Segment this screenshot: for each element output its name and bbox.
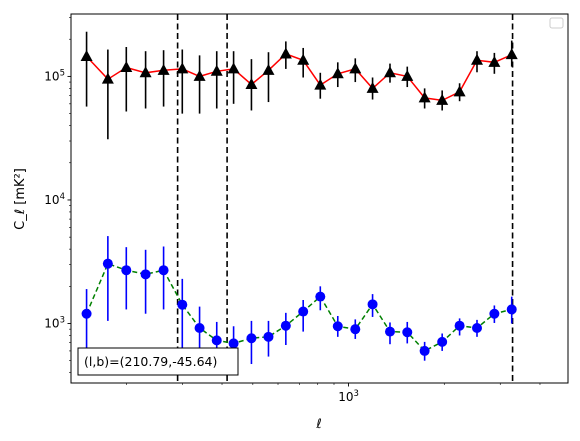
series-2-point-1 — [81, 308, 92, 319]
y-tick-label-1: 103 — [44, 316, 65, 331]
series-1-point-13 — [297, 53, 310, 65]
annotation-text: (l,b)=(210.79,-45.64) — [84, 354, 217, 369]
series-1-point-17 — [366, 81, 379, 93]
series-2-point-6 — [177, 299, 188, 310]
series-1-point-25 — [505, 48, 518, 60]
series-2-point-25 — [506, 304, 517, 315]
series-1-point-22 — [453, 85, 466, 97]
series-1-point-6 — [176, 62, 189, 74]
series-1-point-21 — [436, 93, 449, 105]
series-1-point-2 — [101, 72, 114, 84]
y-tick-label-3: 105 — [44, 68, 65, 83]
series-2-point-13 — [298, 306, 309, 317]
series-1-point-18 — [383, 66, 396, 78]
series-1-point-8 — [210, 64, 223, 76]
series-2-point-16 — [350, 324, 361, 335]
series-1-point-7 — [193, 69, 206, 81]
series-2-point-24 — [489, 308, 500, 319]
series-2-point-19 — [402, 327, 413, 338]
series-2-point-12 — [280, 320, 291, 331]
series-2-point-4 — [140, 269, 151, 280]
series-1-point-16 — [349, 62, 362, 74]
series-1-point-1 — [80, 49, 93, 61]
series-1-point-12 — [279, 47, 292, 59]
x-axis-label: ℓ — [315, 417, 321, 432]
series-2-point-23 — [471, 322, 482, 333]
series-1 — [80, 31, 518, 140]
series-2-point-15 — [332, 321, 343, 332]
series-2-point-17 — [367, 299, 378, 310]
reference-lines — [176, 14, 514, 383]
series-1-point-5 — [157, 63, 170, 75]
series-2-point-10 — [246, 333, 257, 344]
series-2-point-7 — [194, 322, 205, 333]
y-axis-label: C_ℓ [mK²] — [13, 168, 28, 230]
axes: 103 103 104 105 — [44, 17, 541, 404]
series-2-point-3 — [121, 265, 132, 276]
legend-box — [549, 17, 564, 29]
series-1-point-19 — [401, 69, 414, 81]
series-1-point-10 — [245, 78, 258, 90]
y-tick-label-2: 104 — [44, 192, 65, 207]
x-tick-label-1: 103 — [338, 389, 359, 404]
series-1-point-24 — [488, 55, 501, 67]
series-1-point-23 — [470, 53, 483, 65]
series-2-point-5 — [158, 265, 169, 276]
series-2-point-20 — [419, 345, 430, 356]
series-1-point-14 — [314, 78, 327, 90]
series-2-point-14 — [315, 291, 326, 302]
series-2 — [81, 236, 517, 368]
series-1-point-20 — [418, 91, 431, 103]
plot-frame — [70, 13, 569, 384]
series-1-point-9 — [227, 62, 240, 74]
series-1-point-15 — [331, 67, 344, 79]
series-2-point-18 — [384, 326, 395, 337]
annotation-box: (l,b)=(210.79,-45.64) — [77, 347, 239, 376]
series-2-point-11 — [263, 331, 274, 342]
data-series — [80, 31, 518, 368]
series-2-point-8 — [211, 335, 222, 346]
series-2-point-2 — [102, 258, 113, 269]
annotation-frame — [77, 347, 239, 376]
series-2-point-22 — [454, 320, 465, 331]
series-2-point-21 — [437, 336, 448, 347]
series-1-point-3 — [120, 61, 133, 73]
series-1-point-11 — [262, 63, 275, 75]
series-2-point-9 — [228, 338, 239, 349]
series-1-point-4 — [139, 66, 152, 78]
